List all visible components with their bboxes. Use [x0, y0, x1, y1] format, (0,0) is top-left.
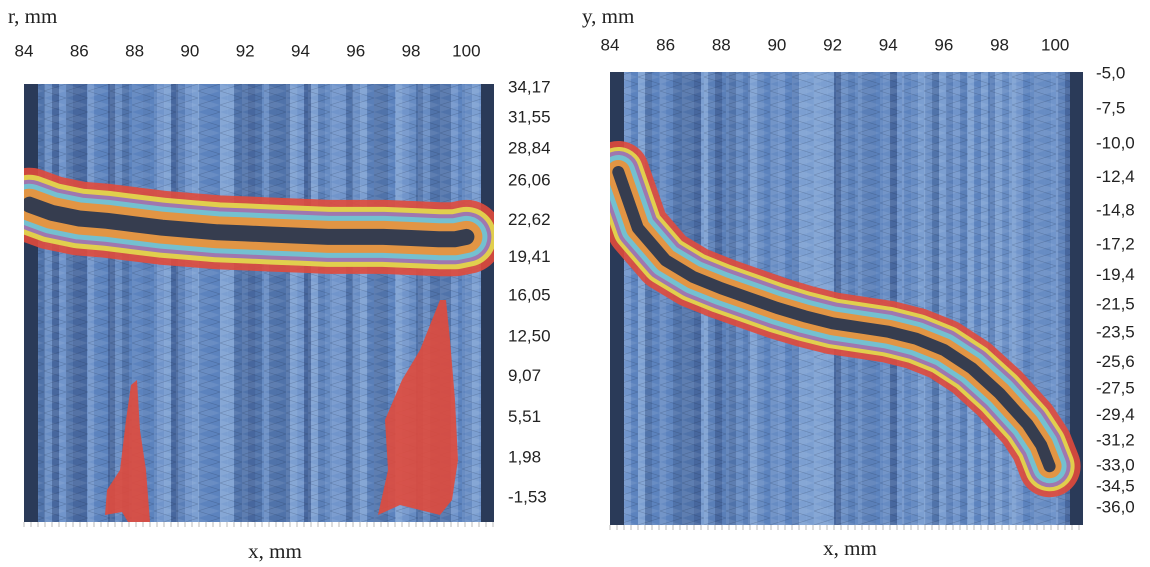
edge-strip [481, 84, 494, 522]
y-tick-label: 9,07 [508, 366, 541, 385]
y-tick-label: -25,6 [1096, 352, 1135, 371]
ridge-band [24, 196, 475, 248]
x-tick-label: 90 [180, 41, 199, 60]
red-streak [378, 300, 458, 515]
y-tick-label: -19,4 [1096, 265, 1135, 284]
y-tick-label: 22,62 [508, 210, 551, 229]
y-tick-label: -34,5 [1096, 477, 1135, 496]
x-tick-label: 90 [767, 35, 786, 54]
x-tick-label: 86 [70, 41, 89, 60]
plot-clip [24, 84, 494, 522]
y-axis-title: r, mm [8, 4, 57, 28]
plot-area [24, 84, 494, 522]
y-tick-label: -1,53 [508, 488, 547, 507]
y-tick-label: -10,0 [1096, 133, 1135, 152]
y-tick-label: 5,51 [508, 407, 541, 426]
x-tick-label: 96 [346, 41, 365, 60]
y-tick-label: 31,55 [508, 107, 551, 126]
y-tick-label: -27,5 [1096, 379, 1135, 398]
y-tick-label: -14,8 [1096, 201, 1135, 220]
x-tick-label: 88 [712, 35, 731, 54]
texture-stripe [493, 84, 494, 522]
x-tick-label: 84 [601, 35, 620, 54]
y-tick-label: 28,84 [508, 139, 551, 158]
x-tick-label: 96 [934, 35, 953, 54]
y-tick-label: 34,17 [508, 77, 551, 96]
y-tick-label: -23,5 [1096, 323, 1135, 342]
x-tick-label: 94 [879, 35, 898, 54]
x-axis-title: x, mm [248, 539, 302, 563]
x-tick-label: 98 [990, 35, 1009, 54]
y-tick-label: 19,41 [508, 247, 551, 266]
y-tick-label: -21,5 [1096, 295, 1135, 314]
overlay: 84 86 88 90 92 94 96 98 100 34,17 31,55 28,84 26,06 2… [8, 4, 1135, 563]
edge-strip [610, 72, 624, 525]
y-tick-label: -7,5 [1096, 98, 1125, 117]
y-tick-label: 12,50 [508, 326, 551, 345]
y-axis-title: y, mm [582, 4, 634, 28]
plot-clip [610, 72, 1083, 525]
x-tick-label: 100 [452, 41, 480, 60]
y-tick-label: -17,2 [1096, 234, 1135, 253]
y-tick-label: -31,2 [1096, 430, 1135, 449]
red-streak [105, 380, 150, 522]
y-tick-label: -12,4 [1096, 167, 1135, 186]
y-tick-label: -5,0 [1096, 63, 1125, 82]
x-tick-label: 86 [656, 35, 675, 54]
x-tick-label: 92 [823, 35, 842, 54]
x-tick-label: 98 [402, 41, 421, 60]
y-tick-label: 26,06 [508, 171, 551, 190]
y-tick-label: -36,0 [1096, 498, 1135, 517]
x-tick-label: 94 [291, 41, 310, 60]
x-tick-label: 100 [1041, 35, 1069, 54]
y-tick-label: -29,4 [1096, 405, 1135, 424]
edge-strip [1070, 72, 1083, 525]
x-tick-label: 92 [236, 41, 255, 60]
y-tick-label: -33,0 [1096, 456, 1135, 475]
x-tick-label: 84 [15, 41, 34, 60]
edge-strip [24, 84, 38, 522]
y-tick-label: 16,05 [508, 286, 551, 305]
plot-area [610, 72, 1083, 525]
x-tick-label: 88 [125, 41, 144, 60]
x-axis-title: x, mm [823, 536, 877, 560]
ridge-band [612, 166, 1056, 473]
y-tick-label: 1,98 [508, 447, 541, 466]
